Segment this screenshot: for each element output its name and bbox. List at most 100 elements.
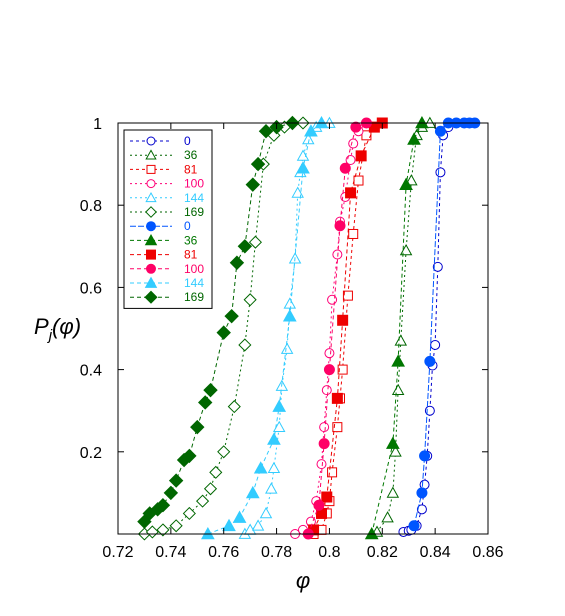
legend-item-0: 0 <box>130 134 191 148</box>
y-axis-title-main: P <box>34 314 49 339</box>
series-11-point-3 <box>155 498 171 513</box>
x-tick-label-6: 0.84 <box>420 544 451 561</box>
series-11-point-5 <box>168 473 184 488</box>
x-tick-label-2: 0.76 <box>208 544 239 561</box>
y-tick-label-0: 0.2 <box>80 445 102 462</box>
series-5-point-7 <box>209 465 223 479</box>
series-1-point-11 <box>423 116 437 128</box>
y-axis-title: Pj(φ) <box>34 314 81 344</box>
series-7-point-5 <box>415 115 429 129</box>
series-10-point-1 <box>222 518 236 532</box>
series-10-point-3 <box>245 485 260 499</box>
series-7-point-1 <box>386 436 400 449</box>
series-10-point-8 <box>296 161 310 174</box>
series-9-filled <box>302 117 372 540</box>
series-9-point-2 <box>318 438 330 450</box>
series-3-point-6 <box>321 385 332 396</box>
series-6-point-3 <box>424 355 436 367</box>
legend-label-3: 100 <box>184 177 204 191</box>
series-2-point-9 <box>348 228 359 239</box>
series-6-filled <box>408 117 481 532</box>
series-8-line <box>313 122 383 531</box>
series-8-point-4 <box>337 314 349 326</box>
series-11-point-10 <box>203 382 218 398</box>
series-3-point-12 <box>345 154 356 165</box>
legend-marker-7 <box>144 233 158 246</box>
series-5-point-4 <box>182 506 196 521</box>
legend-marker-1 <box>145 149 157 160</box>
legend-marker-3 <box>146 179 156 189</box>
series-10-point-6 <box>272 399 287 412</box>
series-11-point-16 <box>250 156 266 172</box>
legend-box <box>123 129 213 309</box>
series-5-point-9 <box>227 400 241 414</box>
x-tick-label-7: 0.86 <box>472 544 503 561</box>
series-8-point-3 <box>331 392 343 404</box>
legend-marker-10 <box>144 276 158 288</box>
legend-item-3: 100 <box>130 177 204 191</box>
legend-item-8: 81 <box>130 248 198 262</box>
series-1-point-2 <box>381 511 394 523</box>
series-7-point-2 <box>391 354 405 367</box>
series-8-point-6 <box>355 150 367 162</box>
legend-label-10: 144 <box>184 276 204 290</box>
y-tick-label-1: 0.4 <box>80 363 102 380</box>
series-9-point-4 <box>334 220 346 232</box>
series-11-point-15 <box>245 177 260 192</box>
legend-label-4: 144 <box>184 191 204 205</box>
legend-marker-0 <box>146 136 156 146</box>
series-6-point-0 <box>408 520 420 532</box>
legend-item-5: 169 <box>130 205 204 219</box>
x-tick-label-5: 0.82 <box>367 544 398 561</box>
legend-label-11: 169 <box>184 290 204 304</box>
series-11-point-4 <box>163 485 179 501</box>
legend-label-7: 36 <box>184 233 198 247</box>
x-tick-label-4: 0.8 <box>318 544 340 561</box>
legend-item-7: 36 <box>130 233 198 247</box>
series-2-open <box>308 118 388 539</box>
legend-marker-11 <box>144 290 158 304</box>
series-4-point-8 <box>280 342 294 354</box>
legend-label-1: 36 <box>184 148 198 162</box>
legend-item-10: 144 <box>130 276 204 290</box>
series-7-filled <box>364 115 429 540</box>
series-6-point-1 <box>416 487 428 499</box>
series-5-point-2 <box>156 523 170 537</box>
series-11-point-14 <box>237 239 253 254</box>
legend-marker-9 <box>146 263 156 274</box>
series-4-point-4 <box>265 482 278 494</box>
series-4-point-9 <box>283 297 297 309</box>
series-10-point-9 <box>304 124 318 137</box>
x-tick-label-3: 0.78 <box>261 544 292 561</box>
series-1-line <box>371 122 431 535</box>
legend-marker-6 <box>146 221 156 232</box>
series-10-point-10 <box>314 115 329 129</box>
legend-label-0: 0 <box>184 134 191 148</box>
series-3-point-13 <box>348 138 359 149</box>
series-1-point-6 <box>394 334 408 346</box>
y-tick-label-2: 0.6 <box>80 280 102 297</box>
series-0-point-4 <box>416 504 427 515</box>
series-11-point-17 <box>258 124 274 139</box>
series-0-point-10 <box>432 261 443 272</box>
legend-label-6: 0 <box>184 219 191 233</box>
series-3-point-4 <box>316 459 327 470</box>
series-10-point-2 <box>232 510 247 523</box>
series-1-open <box>365 116 437 539</box>
series-2-point-8 <box>342 290 353 301</box>
series-0-point-7 <box>424 405 435 416</box>
series-10-point-0 <box>201 526 215 540</box>
legend-item-1: 36 <box>130 148 198 162</box>
y-tick-label-3: 0.8 <box>80 198 102 215</box>
series-9-point-1 <box>313 499 325 511</box>
series-9-point-5 <box>339 162 351 174</box>
series-2-point-4 <box>327 467 338 478</box>
series-5-point-12 <box>248 235 262 249</box>
legend-item-6: 0 <box>130 219 191 233</box>
legend-label-9: 100 <box>184 262 204 276</box>
series-8-point-5 <box>345 187 357 199</box>
series-7-point-3 <box>399 177 413 190</box>
series-4-point-5 <box>267 461 281 474</box>
